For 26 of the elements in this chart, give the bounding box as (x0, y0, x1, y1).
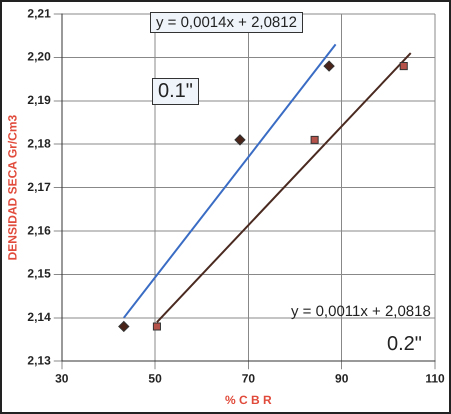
y-tick-label: 2,21 (27, 6, 52, 20)
y-tick-label: 2,16 (27, 223, 52, 238)
x-axis-title: % C B R (225, 393, 272, 408)
annotation: 0.2" (386, 332, 423, 357)
x-tick-label: 70 (242, 372, 256, 386)
y-tick-label: 2,19 (27, 93, 52, 108)
point (118, 320, 130, 332)
point (234, 134, 246, 146)
point (400, 62, 408, 70)
point (324, 60, 335, 72)
annotation: 0.1" (152, 78, 199, 105)
annotation: y = 0,0014x + 2,0812 (150, 12, 303, 33)
x-tick-label: 110 (425, 372, 446, 386)
y-tick-label: 2,15 (27, 266, 52, 281)
y-tick-label: 2,14 (27, 310, 52, 324)
point (310, 136, 319, 144)
y-tick-label: 2,17 (27, 180, 52, 194)
point (152, 322, 161, 331)
y-tick-label: 2,13 (27, 354, 52, 368)
x-tick-label: 30 (55, 372, 69, 386)
annotation: y = 0,0011x + 2,0818 (290, 302, 432, 321)
y-tick-label: 2,20 (27, 50, 52, 64)
y-tick-label: 2,18 (27, 136, 52, 151)
x-tick-label: 50 (148, 372, 162, 386)
x-tick-label: 90 (335, 372, 349, 386)
y-axis-title: DENSIDAD SECA Gr/Cm3 (6, 114, 20, 260)
